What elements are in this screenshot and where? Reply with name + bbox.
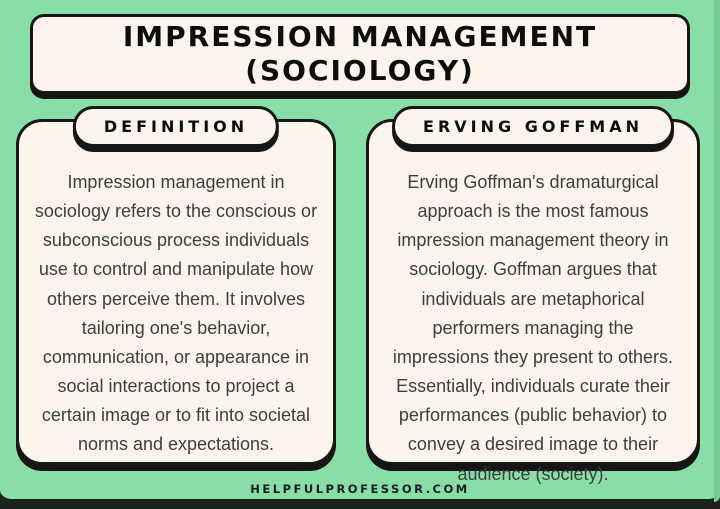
panel-definition-body: Impression management in sociology refer… — [34, 172, 318, 455]
panel-erving-goffman-heading: ERVING GOFFMAN — [392, 106, 674, 147]
panel-erving-goffman-body: Erving Goffman's dramaturgical approach … — [392, 172, 674, 484]
panel-definition: DEFINITION Impression management in soci… — [16, 106, 336, 465]
right-edge-shade — [714, 0, 720, 502]
page-title-line-2: (SOCIOLOGY) — [245, 54, 475, 87]
title-card: IMPRESSION MANAGEMENT (SOCIOLOGY) — [30, 14, 690, 94]
footer-website: HELPFULPROFESSOR.COM — [250, 482, 470, 496]
page-title-line-1: IMPRESSION MANAGEMENT — [122, 19, 598, 53]
panel-definition-heading: DEFINITION — [72, 106, 280, 147]
panel-erving-goffman: ERVING GOFFMAN Erving Goffman's dramatur… — [366, 106, 700, 484]
